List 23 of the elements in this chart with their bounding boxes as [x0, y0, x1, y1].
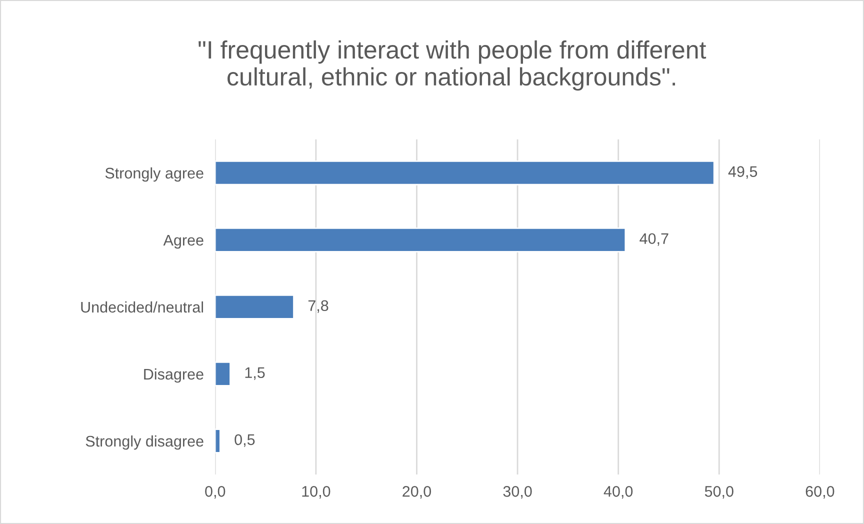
bar	[215, 362, 231, 386]
x-tick-label: 50,0	[704, 486, 734, 499]
data-label: 40,7	[640, 233, 668, 246]
x-tick-label: 40,0	[604, 486, 633, 499]
bar	[215, 160, 715, 186]
y-tick-label: Strongly disagree	[86, 435, 204, 450]
x-tick-label: 10,0	[302, 486, 330, 499]
y-tick-label: Disagree	[144, 368, 204, 383]
chart-title: "I frequently interact with people from different cultural, ethnic or national backgrounds".	[198, 40, 706, 91]
x-tick-label: 30,0	[503, 486, 532, 499]
y-tick-label: Undecided/neutral	[81, 301, 204, 313]
y-tick-label: Agree	[163, 234, 204, 249]
bar	[215, 227, 626, 252]
data-label: 1,5	[245, 367, 265, 380]
bar	[215, 428, 221, 454]
x-tick-label: 20,0	[402, 486, 432, 499]
y-tick-label: Strongly agree	[105, 167, 204, 182]
data-label: 49,5	[728, 166, 758, 179]
data-label: 7,8	[308, 300, 328, 313]
x-tick-label: 60,0	[806, 486, 834, 499]
bar	[215, 294, 294, 320]
data-label: 0,5	[234, 434, 255, 447]
x-tick-label: 0,0	[205, 486, 226, 499]
